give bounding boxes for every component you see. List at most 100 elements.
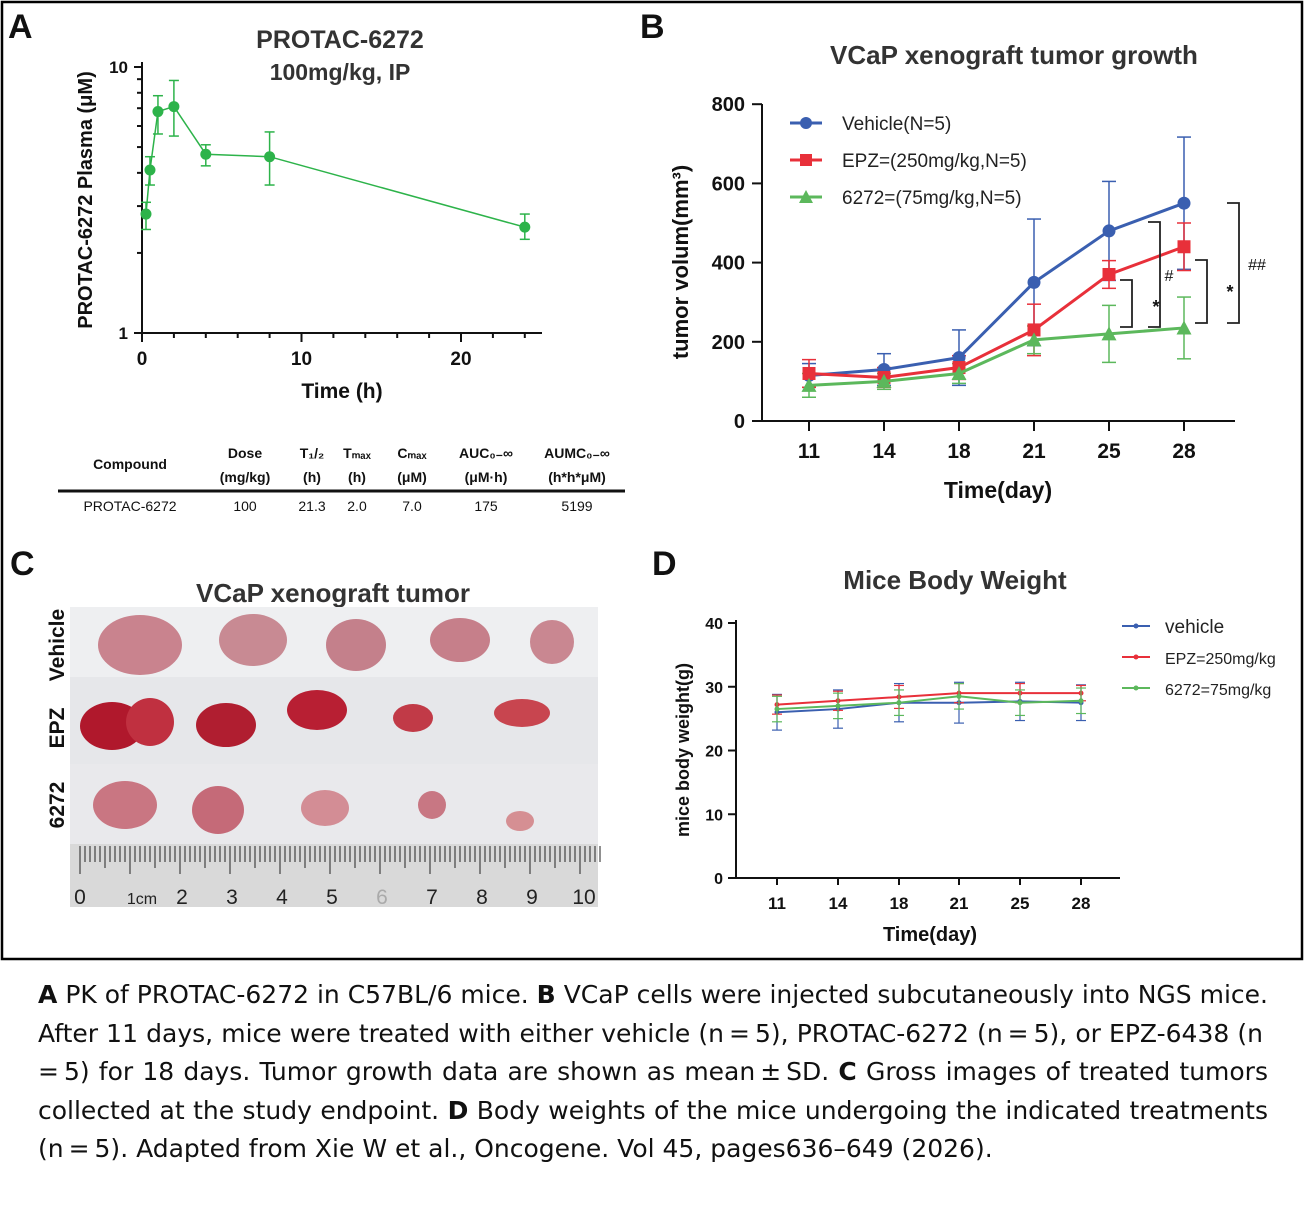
y-tick-label: 200: [712, 332, 745, 354]
y-tick-label: 40: [705, 616, 723, 633]
caption-label-c: C: [838, 1057, 857, 1086]
ruler-label: 5: [326, 886, 338, 909]
data-point: [168, 101, 180, 113]
legend-label: EPZ=(250mg/kg,N=5): [842, 151, 1027, 172]
table-header: T₁/₂: [300, 445, 324, 461]
ruler-label: 10: [572, 886, 595, 909]
y-tick-label: 10: [109, 58, 128, 77]
data-point: [956, 693, 962, 699]
series-line: [808, 245, 1185, 379]
tumor-image: [530, 620, 574, 664]
table-header-unit: (h): [303, 469, 321, 485]
x-tick-label: 11: [768, 894, 786, 913]
data-point: [1177, 240, 1191, 254]
significance-mark: #: [1165, 268, 1174, 285]
caption-text-d: Body weights of the mice undergoing the …: [38, 1095, 1268, 1164]
table-cell: 21.3: [298, 498, 325, 514]
tumor-image: [430, 618, 490, 662]
chart-title: Mice Body Weight: [843, 565, 1067, 595]
data-point: [835, 703, 841, 709]
x-axis-label: Time(day): [883, 924, 977, 946]
data-point: [1102, 267, 1116, 281]
series-line: [808, 201, 1185, 377]
legend-label: EPZ=250mg/kg: [1165, 651, 1276, 668]
y-axis-label: PROTAC-6272 Plasma (μM): [75, 71, 97, 329]
legend-marker: [1133, 685, 1139, 691]
ruler-label: 3: [226, 886, 238, 909]
data-point: [152, 106, 164, 118]
data-point: [801, 377, 817, 392]
y-tick-label: 20: [705, 744, 723, 761]
tumor-image: [393, 704, 433, 732]
x-tick-label: 0: [137, 349, 148, 370]
data-point: [200, 148, 212, 160]
legend-label: Vehicle(N=5): [842, 114, 951, 135]
data-point: [802, 366, 816, 380]
ruler-label: 8: [476, 886, 488, 909]
photo-row-label: 6272: [46, 782, 69, 829]
significance-mark: *: [1226, 282, 1233, 302]
data-point: [774, 706, 780, 712]
table-header: Compound: [93, 456, 167, 472]
series-line: [776, 692, 1081, 706]
x-tick-label: 10: [291, 349, 312, 370]
ruler-label: 0: [74, 886, 86, 909]
ruler-label: 2: [176, 886, 188, 909]
data-point: [896, 700, 902, 706]
caption-label-d: D: [447, 1095, 469, 1125]
x-tick-label: 11: [798, 440, 821, 463]
caption-label-a: A: [38, 980, 58, 1009]
series-line: [808, 326, 1185, 387]
y-axis-label: mice body weight(g): [673, 663, 693, 837]
data-point: [1027, 323, 1041, 337]
table-cell: 2.0: [347, 498, 367, 514]
chart-title: VCaP xenograft tumor growth: [830, 40, 1198, 70]
data-point: [1027, 275, 1041, 289]
legend-label: 6272=(75mg/kg,N=5): [842, 188, 1022, 209]
photo-row-label: Vehicle: [46, 609, 69, 681]
significance-mark: *: [1152, 297, 1159, 317]
y-tick-label: 600: [712, 173, 745, 195]
tumor-image: [126, 698, 174, 746]
table-header-unit: (h): [348, 469, 366, 485]
caption-label-b: B: [536, 980, 556, 1009]
y-tick-label: 400: [712, 253, 745, 275]
table-cell: 100: [233, 498, 257, 514]
legend-label: vehicle: [1165, 617, 1224, 638]
x-tick-label: 20: [450, 349, 471, 370]
legend-marker: [800, 154, 812, 166]
figure-caption: A PK of PROTAC-6272 in C57BL/6 mice. B V…: [38, 976, 1268, 1169]
table-cell: PROTAC-6272: [83, 498, 176, 514]
tumor-image: [494, 699, 550, 727]
x-tick-label: 18: [947, 440, 971, 463]
photo-row-label: EPZ: [46, 707, 69, 748]
tumor-image: [287, 690, 347, 730]
x-tick-label: 25: [1097, 440, 1121, 463]
x-tick-label: 14: [872, 440, 896, 463]
data-point: [519, 221, 531, 233]
y-tick-label: 800: [712, 94, 745, 116]
ruler-label: 1cm: [127, 891, 157, 908]
table-header: Cₘₐₓ: [397, 445, 427, 461]
data-point: [952, 351, 966, 365]
significance-mark: ##: [1248, 257, 1266, 274]
table-header-unit: (μM·h): [465, 469, 508, 485]
data-point: [951, 365, 967, 380]
significance-bracket: [1120, 279, 1133, 328]
caption-text-a: PK of PROTAC-6272 in C57BL/6 mice.: [57, 980, 537, 1009]
data-point: [1177, 196, 1191, 210]
tumor-image: [326, 619, 386, 671]
tumor-image: [192, 786, 244, 834]
x-tick-label: 21: [1022, 440, 1046, 463]
chart-subtitle: 100mg/kg, IP: [270, 59, 411, 85]
tumor-image: [93, 781, 157, 829]
legend-marker: [799, 190, 813, 203]
data-point: [1102, 224, 1116, 238]
ruler-label: 9: [526, 886, 538, 909]
chart-title: PROTAC-6272: [256, 26, 424, 54]
tumor-image: [196, 703, 256, 747]
panel-label: B: [640, 8, 665, 46]
y-axis-label: tumor volum(mm³): [668, 165, 693, 359]
tumor-image: [219, 614, 287, 666]
tumor-image: [506, 811, 534, 831]
